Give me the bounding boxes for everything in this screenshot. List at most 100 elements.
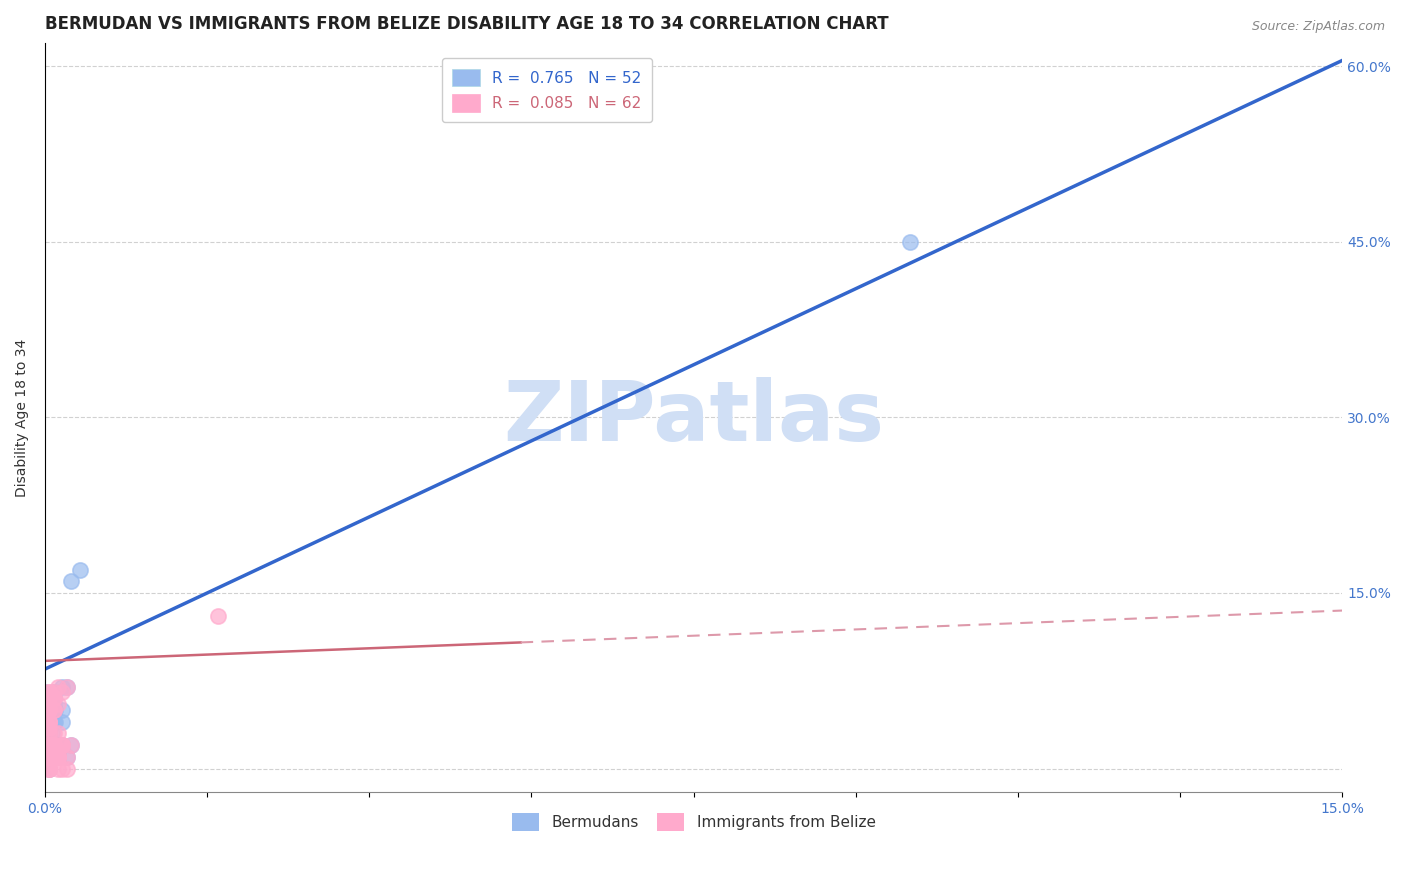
Immigrants from Belize (51, 738, 73, 752)
Immigrants from Belize (46, 749, 69, 764)
Immigrants from Belize (34, 721, 56, 735)
Bermudans (42, 749, 65, 764)
Bermudans (44, 714, 66, 729)
Immigrants from Belize (42, 749, 65, 764)
Immigrants from Belize (38, 726, 60, 740)
Immigrants from Belize (42, 749, 65, 764)
Bermudans (69, 563, 91, 577)
Immigrants from Belize (42, 749, 65, 764)
Immigrants from Belize (42, 738, 65, 752)
Bermudans (42, 749, 65, 764)
Bermudans (38, 738, 60, 752)
Bermudans (38, 749, 60, 764)
Immigrants from Belize (51, 738, 73, 752)
Bermudans (42, 691, 65, 706)
Immigrants from Belize (42, 691, 65, 706)
Bermudans (51, 703, 73, 717)
Bermudans (51, 714, 73, 729)
Bermudans (42, 749, 65, 764)
Bermudans (42, 749, 65, 764)
Immigrants from Belize (38, 744, 60, 758)
Text: BERMUDAN VS IMMIGRANTS FROM BELIZE DISABILITY AGE 18 TO 34 CORRELATION CHART: BERMUDAN VS IMMIGRANTS FROM BELIZE DISAB… (45, 15, 889, 33)
Immigrants from Belize (42, 749, 65, 764)
Immigrants from Belize (46, 744, 69, 758)
Immigrants from Belize (38, 762, 60, 776)
Immigrants from Belize (42, 685, 65, 699)
Immigrants from Belize (46, 749, 69, 764)
Immigrants from Belize (38, 703, 60, 717)
Bermudans (38, 703, 60, 717)
Immigrants from Belize (51, 738, 73, 752)
Bermudans (42, 703, 65, 717)
Bermudans (42, 749, 65, 764)
Immigrants from Belize (38, 749, 60, 764)
Immigrants from Belize (46, 680, 69, 694)
Immigrants from Belize (34, 738, 56, 752)
Immigrants from Belize (55, 680, 77, 694)
Bermudans (46, 749, 69, 764)
Bermudans (51, 738, 73, 752)
Immigrants from Belize (38, 714, 60, 729)
Immigrants from Belize (42, 749, 65, 764)
Bermudans (42, 738, 65, 752)
Immigrants from Belize (42, 749, 65, 764)
Bermudans (44, 703, 66, 717)
Text: ZIPatlas: ZIPatlas (503, 377, 884, 458)
Immigrants from Belize (42, 738, 65, 752)
Immigrants from Belize (42, 749, 65, 764)
Bermudans (898, 235, 921, 249)
Immigrants from Belize (46, 697, 69, 711)
Immigrants from Belize (38, 738, 60, 752)
Immigrants from Belize (51, 685, 73, 699)
Bermudans (38, 749, 60, 764)
Bermudans (38, 738, 60, 752)
Immigrants from Belize (38, 703, 60, 717)
Bermudans (42, 749, 65, 764)
Bermudans (59, 574, 82, 589)
Immigrants from Belize (38, 738, 60, 752)
Bermudans (41, 714, 63, 729)
Bermudans (34, 744, 56, 758)
Bermudans (38, 738, 60, 752)
Immigrants from Belize (46, 749, 69, 764)
Bermudans (46, 738, 69, 752)
Immigrants from Belize (38, 714, 60, 729)
Immigrants from Belize (42, 703, 65, 717)
Bermudans (41, 726, 63, 740)
Bermudans (38, 749, 60, 764)
Immigrants from Belize (46, 726, 69, 740)
Immigrants from Belize (38, 691, 60, 706)
Immigrants from Belize (42, 726, 65, 740)
Bermudans (42, 685, 65, 699)
Bermudans (46, 744, 69, 758)
Immigrants from Belize (42, 691, 65, 706)
Bermudans (34, 685, 56, 699)
Immigrants from Belize (55, 762, 77, 776)
Bermudans (34, 721, 56, 735)
Immigrants from Belize (34, 714, 56, 729)
Immigrants from Belize (38, 685, 60, 699)
Immigrants from Belize (38, 685, 60, 699)
Bermudans (38, 738, 60, 752)
Bermudans (59, 738, 82, 752)
Bermudans (46, 749, 69, 764)
Bermudans (41, 691, 63, 706)
Y-axis label: Disability Age 18 to 34: Disability Age 18 to 34 (15, 338, 30, 497)
Bermudans (38, 738, 60, 752)
Bermudans (55, 680, 77, 694)
Bermudans (38, 738, 60, 752)
Immigrants from Belize (42, 749, 65, 764)
Immigrants from Belize (46, 762, 69, 776)
Bermudans (42, 697, 65, 711)
Bermudans (41, 738, 63, 752)
Immigrants from Belize (38, 738, 60, 752)
Bermudans (38, 721, 60, 735)
Bermudans (42, 714, 65, 729)
Immigrants from Belize (42, 738, 65, 752)
Bermudans (38, 749, 60, 764)
Immigrants from Belize (42, 703, 65, 717)
Immigrants from Belize (38, 738, 60, 752)
Immigrants from Belize (207, 609, 229, 624)
Immigrants from Belize (59, 738, 82, 752)
Immigrants from Belize (38, 714, 60, 729)
